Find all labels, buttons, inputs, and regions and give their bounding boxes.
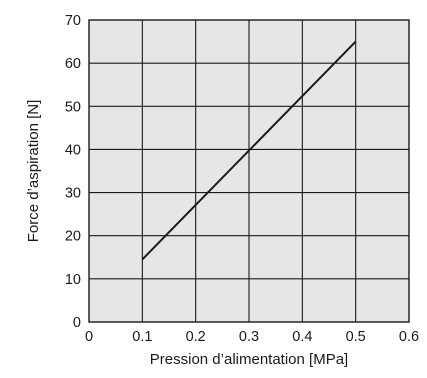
x-tick-labels: 0 0.1 0.2 0.3 0.4 0.5 0.6 bbox=[85, 329, 419, 345]
x-tick-label: 0.3 bbox=[239, 329, 259, 345]
y-tick-label: 10 bbox=[65, 272, 81, 288]
y-tick-label: 70 bbox=[65, 13, 81, 29]
y-tick-label: 20 bbox=[65, 229, 81, 245]
y-tick-label: 30 bbox=[65, 186, 81, 202]
x-axis-title: Pression d’alimentation [MPa] bbox=[150, 351, 348, 368]
y-tick-label: 40 bbox=[65, 142, 81, 158]
y-tick-label: 50 bbox=[65, 99, 81, 115]
series-layer bbox=[141, 40, 357, 261]
series-line bbox=[141, 40, 357, 261]
y-tick-label: 0 bbox=[73, 315, 81, 331]
x-tick-label: 0.6 bbox=[399, 329, 419, 345]
x-tick-label: 0.5 bbox=[346, 329, 366, 345]
y-tick-labels: 0 10 20 30 40 50 60 70 bbox=[65, 13, 81, 331]
x-tick-label: 0.1 bbox=[132, 329, 152, 345]
x-tick-label: 0.4 bbox=[292, 329, 312, 345]
x-tick-label: 0 bbox=[85, 329, 93, 345]
x-tick-label: 0.2 bbox=[186, 329, 206, 345]
y-axis-title: Force d’aspiration [N] bbox=[25, 100, 42, 243]
y-tick-label: 60 bbox=[65, 56, 81, 72]
